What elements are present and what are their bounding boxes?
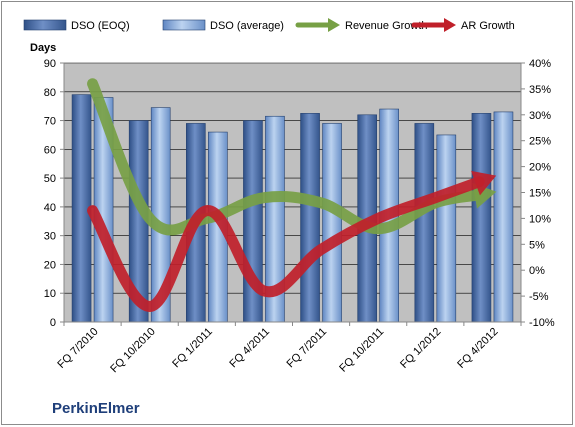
y2-tick-label: 20% bbox=[529, 162, 551, 174]
y2-tick-label: -10% bbox=[529, 317, 555, 329]
x-tick-label: FQ 1/2012 bbox=[398, 326, 443, 371]
x-tick-label: FQ 10/2010 bbox=[108, 326, 158, 376]
legend-swatch bbox=[163, 20, 205, 30]
bar bbox=[494, 112, 513, 322]
y-tick-label: 80 bbox=[44, 87, 56, 99]
y2-tick-label: 0% bbox=[529, 265, 545, 277]
y-tick-labels: 0 10 20 30 40 50 60 70 80 90 bbox=[44, 58, 64, 329]
y-tick-label: 90 bbox=[44, 58, 56, 70]
bar bbox=[437, 135, 456, 322]
y2-tick-label: -5% bbox=[529, 291, 549, 303]
y-tick-label: 50 bbox=[44, 173, 56, 185]
x-tick-labels: FQ 7/2010FQ 10/2010 FQ 1/2011 FQ 4/2011 FQ … bbox=[55, 322, 521, 375]
y2-tick-label: 10% bbox=[529, 213, 551, 225]
legend-swatch bbox=[24, 20, 66, 30]
y2-tick-label: 15% bbox=[529, 188, 551, 200]
legend-arrowhead bbox=[328, 18, 340, 32]
y-axis-label: Days bbox=[30, 42, 56, 54]
bar bbox=[323, 123, 342, 322]
legend-arrowhead bbox=[444, 18, 456, 32]
x-tick-label: FQ 4/2012 bbox=[455, 326, 500, 371]
y2-tick-label: 30% bbox=[529, 110, 551, 122]
x-tick-label: FQ 4/2011 bbox=[227, 326, 272, 371]
y2-tick-labels: -10% -5% 0% 5% 10% 15% 20% 25% 30% 35% 40% bbox=[521, 58, 555, 329]
y-tick-label: 0 bbox=[50, 317, 56, 329]
y-tick-label: 60 bbox=[44, 144, 56, 156]
y2-tick-label: 25% bbox=[529, 136, 551, 148]
bar bbox=[415, 123, 434, 322]
y2-tick-label: 40% bbox=[529, 58, 551, 70]
y-tick-label: 30 bbox=[44, 231, 56, 243]
legend-label: DSO (average) bbox=[210, 20, 284, 32]
bar bbox=[472, 113, 491, 322]
legend: DSO (EOQ)DSO (average)Revenue GrowthAR G… bbox=[24, 18, 515, 32]
x-tick-label: FQ 7/2010 bbox=[55, 326, 100, 371]
legend-label: AR Growth bbox=[461, 20, 515, 32]
company-label: PerkinElmer bbox=[52, 400, 140, 417]
y-tick-label: 20 bbox=[44, 259, 56, 271]
x-tick-label: FQ 1/2011 bbox=[170, 326, 215, 371]
legend-label: DSO (EOQ) bbox=[71, 20, 130, 32]
y-tick-label: 40 bbox=[44, 202, 56, 214]
y-tick-label: 10 bbox=[44, 288, 56, 300]
y-tick-label: 70 bbox=[44, 116, 56, 128]
x-tick-label: FQ 10/2011 bbox=[337, 326, 386, 375]
x-tick-label: FQ 7/2011 bbox=[285, 326, 330, 371]
y2-tick-label: 35% bbox=[529, 84, 551, 96]
bar bbox=[301, 113, 320, 322]
y2-tick-label: 5% bbox=[529, 239, 545, 251]
